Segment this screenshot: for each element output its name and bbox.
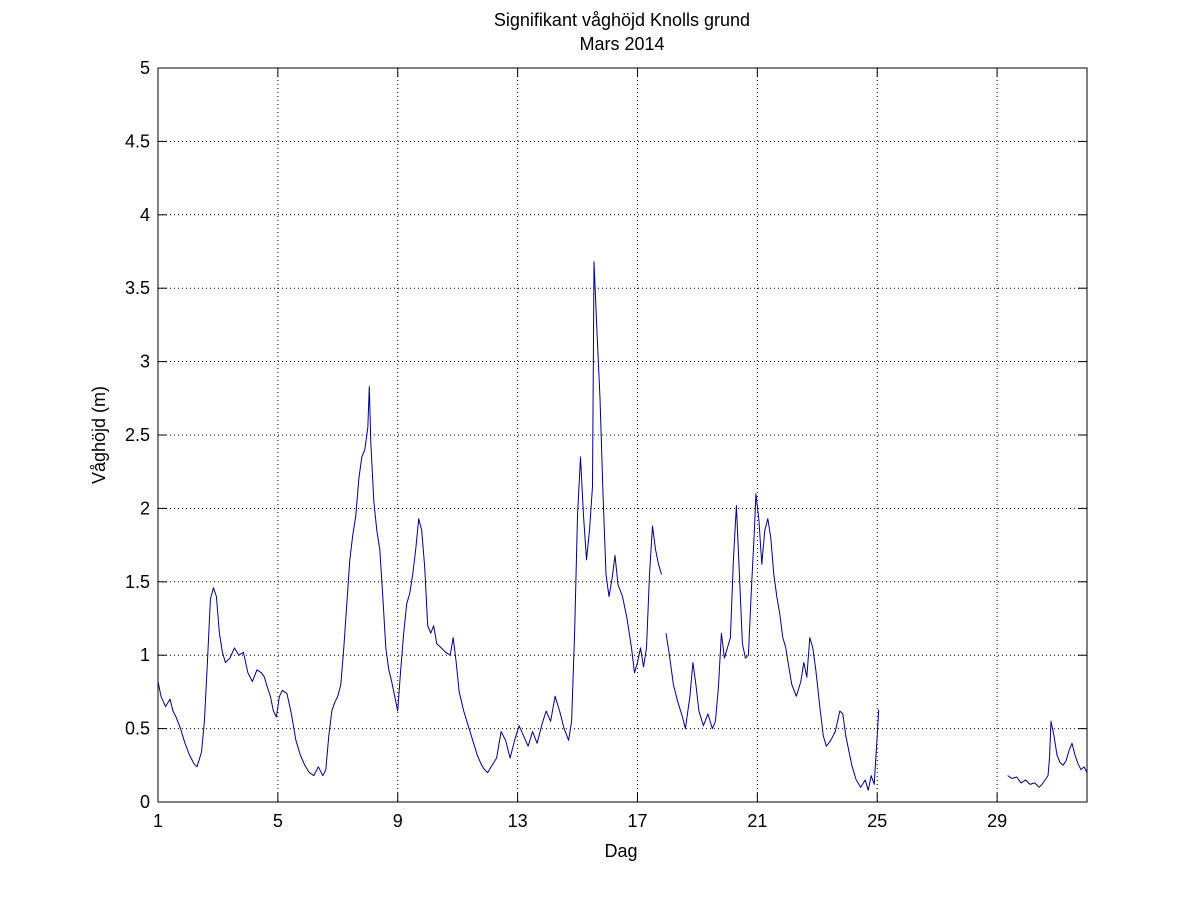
- x-tick-label: 25: [867, 811, 887, 831]
- y-tick-label: 4.5: [125, 131, 150, 151]
- tick-labels: 1 5 9 13 17 21 25 29 0 0.5 1 1.5 2 2.5 3 3.5 4 4.5 5: [125, 58, 1007, 831]
- y-tick-label: 4: [140, 205, 150, 225]
- x-tick-label: 29: [987, 811, 1007, 831]
- y-axis-label: Våghöjd (m): [89, 386, 109, 484]
- chart-subtitle: Mars 2014: [579, 34, 664, 54]
- y-tick-label: 5: [140, 58, 150, 78]
- y-tick-label: 0: [140, 792, 150, 812]
- series-lines: [157, 261, 1088, 791]
- grid-lines: [158, 68, 1087, 802]
- y-tick-label: 2: [140, 498, 150, 518]
- y-tick-label: 1: [140, 645, 150, 665]
- y-tick-label: 0.5: [125, 719, 150, 739]
- axis-ticks: [157, 67, 1087, 803]
- y-tick-label: 1.5: [125, 572, 150, 592]
- x-tick-label: 17: [627, 811, 647, 831]
- chart-title: Signifikant våghöjd Knolls grund: [494, 10, 750, 30]
- y-tick-label: 3: [140, 352, 150, 372]
- wave-height-line: [665, 493, 880, 791]
- x-tick-label: 1: [153, 811, 163, 831]
- wave-height-line: [157, 261, 662, 777]
- y-tick-label: 2.5: [125, 425, 150, 445]
- wave-height-line: [1007, 720, 1088, 788]
- x-tick-label: 9: [393, 811, 403, 831]
- x-tick-label: 13: [508, 811, 528, 831]
- x-tick-label: 5: [273, 811, 283, 831]
- x-axis-label: Dag: [604, 841, 637, 861]
- y-tick-label: 3.5: [125, 278, 150, 298]
- x-tick-label: 21: [747, 811, 767, 831]
